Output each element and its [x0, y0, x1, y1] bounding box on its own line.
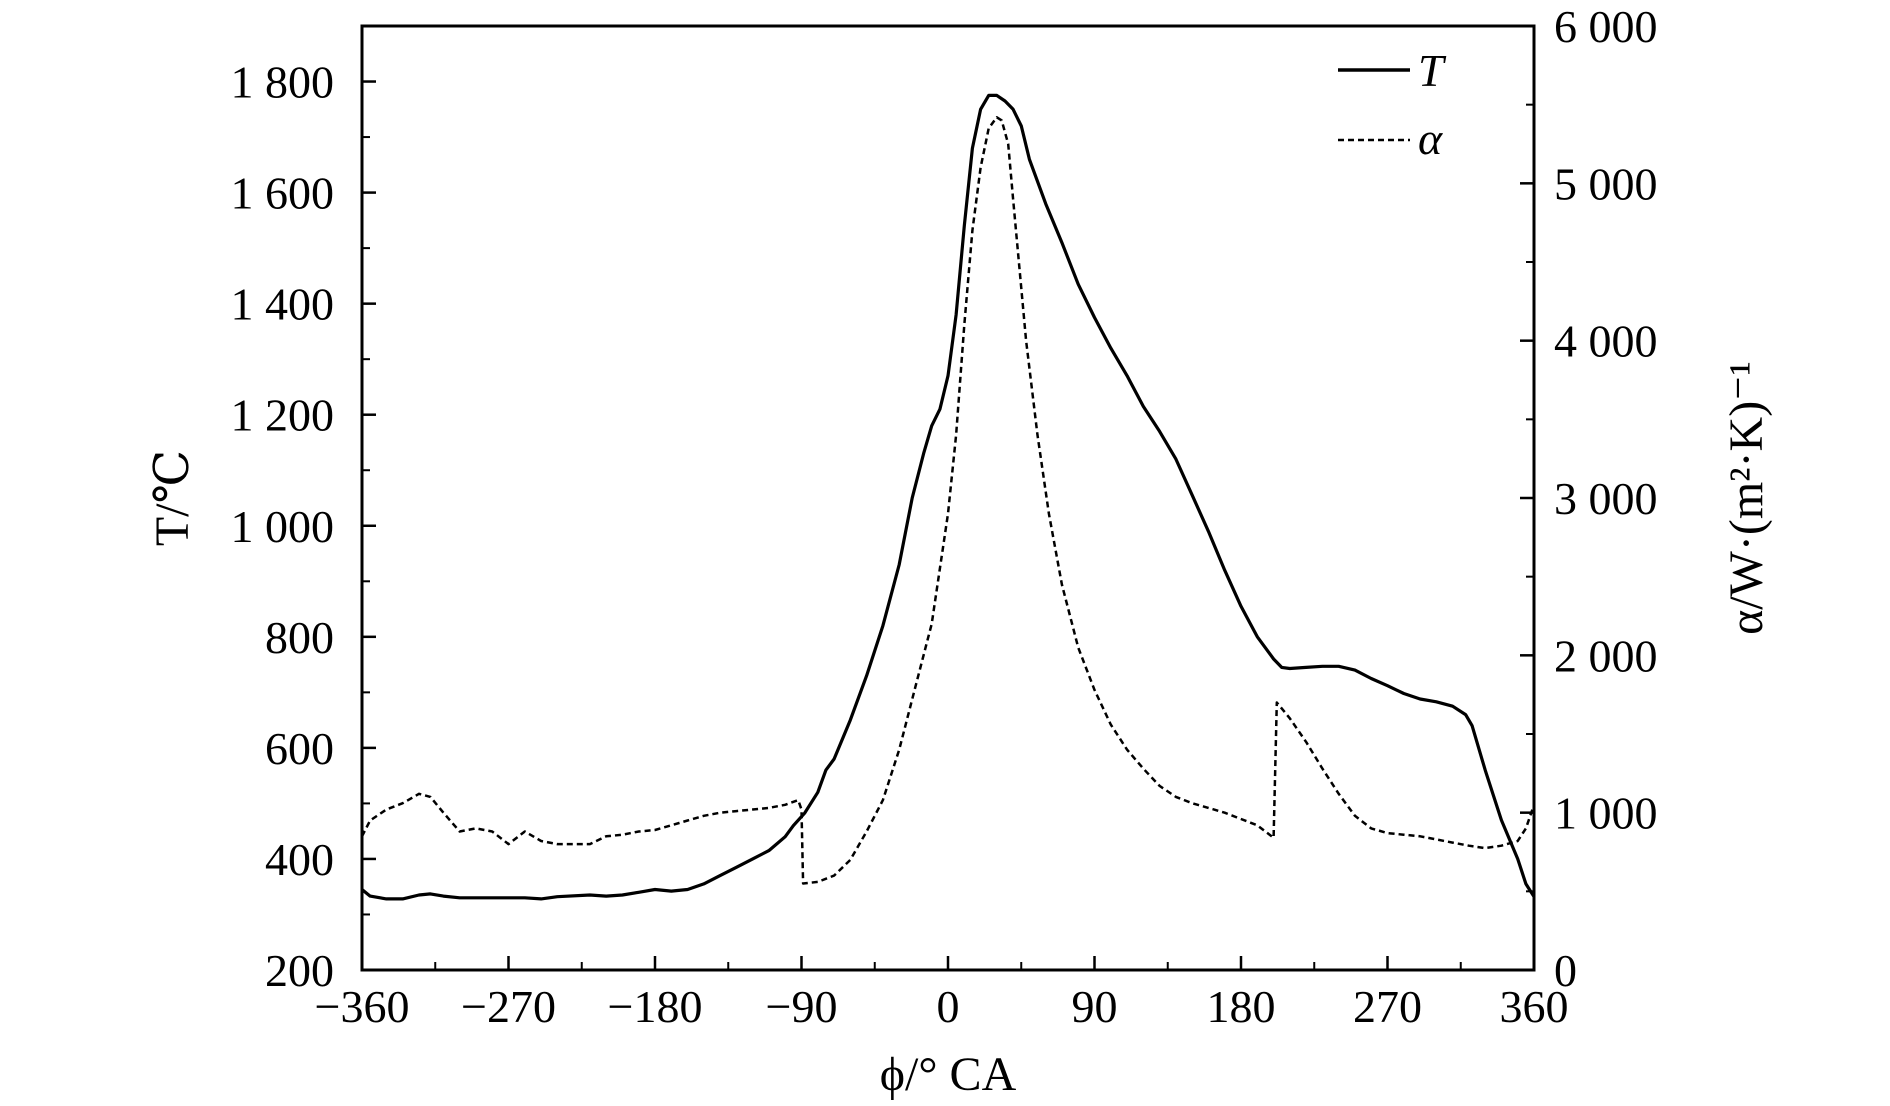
y-left-axis-title: T/℃ [146, 450, 199, 546]
y-left-tick-label: 1 600 [231, 168, 335, 219]
legend-label-t: T [1418, 45, 1447, 96]
y-left-axis-ticks: 200 400 600 800 1 000 1 200 1 400 1 600 1 800 [231, 25, 376, 996]
x-axis-title: ϕ/° CA [880, 1048, 1017, 1101]
series-layer [360, 93, 1536, 901]
x-tick-label: 180 [1207, 981, 1276, 1032]
y-left-tick-label: 1 200 [231, 390, 335, 441]
y-right-tick-label: 3 000 [1554, 473, 1658, 524]
y-left-tick-label: 400 [265, 834, 334, 885]
y-left-tick-label: 1 400 [231, 279, 335, 330]
y-right-axis-title: α/W·(m²·K)⁻¹ [1720, 361, 1773, 635]
series-line-alpha [360, 116, 1536, 885]
plot-frame [360, 24, 1536, 972]
x-tick-label: −360 [315, 981, 410, 1032]
y-left-tick-label: 800 [265, 612, 334, 663]
y-right-tick-label: 5 000 [1554, 158, 1658, 209]
y-right-tick-label: 2 000 [1554, 630, 1658, 681]
y-left-tick-label: 200 [265, 945, 334, 996]
x-tick-label: 90 [1072, 981, 1118, 1032]
x-axis-ticks: −360 −270 −180 −90 0 90 180 270 360 [315, 956, 1569, 1032]
y-right-tick-label: 4 000 [1554, 316, 1658, 367]
series-line-t [360, 93, 1536, 901]
x-tick-label: −90 [766, 981, 838, 1032]
legend: T α [1338, 45, 1447, 164]
y-right-axis-ticks: 0 1 000 2 000 3 000 4 000 5 000 6 000 [1520, 1, 1658, 996]
y-right-tick-label: 6 000 [1554, 1, 1658, 52]
y-left-tick-label: 1 800 [231, 57, 335, 108]
y-right-tick-label: 0 [1554, 945, 1577, 996]
x-tick-label: 0 [937, 981, 960, 1032]
x-tick-label: 360 [1500, 981, 1569, 1032]
legend-label-alpha: α [1418, 113, 1443, 164]
x-tick-label: −270 [461, 981, 556, 1032]
y-right-tick-label: 1 000 [1554, 788, 1658, 839]
y-left-tick-label: 1 000 [231, 501, 335, 552]
x-tick-label: −180 [608, 981, 703, 1032]
y-left-tick-label: 600 [265, 723, 334, 774]
x-tick-label: 270 [1353, 981, 1422, 1032]
